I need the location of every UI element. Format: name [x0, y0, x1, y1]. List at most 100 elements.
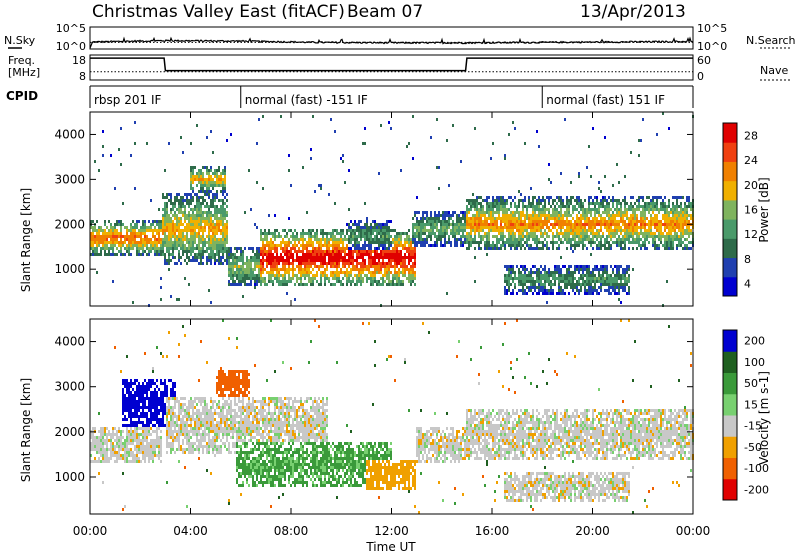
heatmap-cell: [474, 229, 476, 232]
heatmap-cell: [286, 232, 288, 235]
heatmap-cell: [352, 277, 354, 280]
heatmap-cell: [544, 292, 546, 295]
heatmap-cell: [556, 214, 558, 217]
heatmap-cell: [270, 256, 272, 259]
heatmap-cell: [566, 277, 568, 280]
heatmap-cell: [176, 214, 178, 217]
heatmap-cell: [194, 223, 196, 226]
heatmap-cell: [506, 241, 508, 244]
heatmap-cell: [182, 241, 184, 244]
heatmap-cell: [302, 274, 304, 277]
heatmap-cell: [200, 178, 202, 181]
heatmap-cell: [414, 235, 416, 238]
heatmap-cell: [374, 238, 376, 241]
heatmap-cell: [212, 253, 214, 256]
heatmap-cell: [628, 286, 630, 289]
heatmap-cell: [386, 220, 388, 223]
heatmap-cell: [618, 283, 620, 286]
heatmap-cell: [170, 241, 172, 244]
heatmap-cell: [564, 283, 566, 286]
heatmap-cell: [292, 277, 294, 280]
heatmap-cell: [108, 457, 110, 460]
heatmap-cell: [480, 229, 482, 232]
heatmap-cell: [154, 247, 156, 250]
heatmap-cell: [320, 244, 322, 247]
heatmap-cell: [352, 235, 354, 238]
heatmap-cell: [658, 247, 660, 250]
heatmap-cell: [408, 277, 410, 280]
heatmap-cell: [502, 220, 504, 223]
heatmap-cell: [318, 244, 320, 247]
heatmap-cell: [224, 259, 226, 262]
heatmap-cell: [570, 229, 572, 232]
heatmap-cell: [210, 256, 212, 259]
heatmap-cell: [110, 247, 112, 250]
heatmap-cell: [534, 271, 536, 274]
heatmap-cell: [192, 181, 194, 184]
heatmap-cell: [574, 244, 576, 247]
heatmap-cell: [228, 265, 230, 268]
heatmap-cell: [282, 238, 284, 241]
heatmap-cell: [214, 256, 216, 259]
heatmap-cell: [526, 205, 528, 208]
heatmap-cell: [194, 226, 196, 229]
heatmap-cell: [142, 220, 144, 223]
heatmap-cell: [662, 199, 664, 202]
heatmap-cell: [400, 250, 402, 253]
heatmap-cell: [428, 223, 430, 226]
heatmap-cell: [324, 271, 326, 274]
heatmap-cell: [162, 238, 164, 241]
heatmap-cell: [478, 217, 480, 220]
heatmap-cell: [274, 235, 276, 238]
heatmap-cell: [580, 277, 582, 280]
heatmap-cell: [510, 292, 512, 295]
heatmap-cell: [394, 250, 396, 253]
heatmap-cell: [520, 265, 522, 268]
heatmap-cell: [278, 235, 280, 238]
heatmap-cell: [358, 226, 360, 229]
heatmap-cell: [416, 226, 418, 229]
heatmap-cell: [346, 238, 348, 241]
heatmap-cell: [420, 244, 422, 247]
heatmap-cell: [272, 232, 274, 235]
heatmap-cell: [582, 202, 584, 205]
heatmap-cell: [518, 214, 520, 217]
heatmap-cell: [470, 241, 472, 244]
heatmap-cell: [278, 262, 280, 265]
heatmap-cell: [410, 259, 412, 262]
heatmap-cell: [224, 166, 226, 169]
heatmap-cell: [438, 166, 440, 169]
heatmap-cell: [222, 208, 224, 211]
heatmap-cell: [402, 274, 404, 277]
heatmap-cell: [322, 265, 324, 268]
heatmap-cell: [396, 256, 398, 259]
heatmap-cell: [626, 268, 628, 271]
heatmap-cell: [560, 220, 562, 223]
heatmap-cell: [670, 217, 672, 220]
heatmap-cell: [194, 247, 196, 250]
heatmap-cell: [144, 250, 146, 253]
heatmap-cell: [188, 199, 190, 202]
heatmap-cell: [688, 202, 690, 205]
heatmap-cell: [312, 250, 314, 253]
heatmap-cell: [104, 235, 106, 238]
heatmap-cell: [646, 208, 648, 211]
heatmap-cell: [476, 202, 478, 205]
heatmap-cell: [664, 238, 666, 241]
heatmap-cell: [312, 256, 314, 259]
heatmap-cell: [216, 172, 218, 175]
heatmap-cell: [266, 253, 268, 256]
heatmap-cell: [274, 262, 276, 265]
heatmap-cell: [588, 220, 590, 223]
heatmap-cell: [606, 223, 608, 226]
heatmap-cell: [486, 235, 488, 238]
heatmap-cell: [542, 268, 544, 271]
heatmap-cell: [192, 232, 194, 235]
heatmap-cell: [102, 448, 104, 451]
heatmap-cell: [248, 277, 250, 280]
heatmap-cell: [490, 223, 492, 226]
heatmap-cell: [144, 238, 146, 241]
heatmap-cell: [216, 169, 218, 172]
heatmap-cell: [302, 232, 304, 235]
